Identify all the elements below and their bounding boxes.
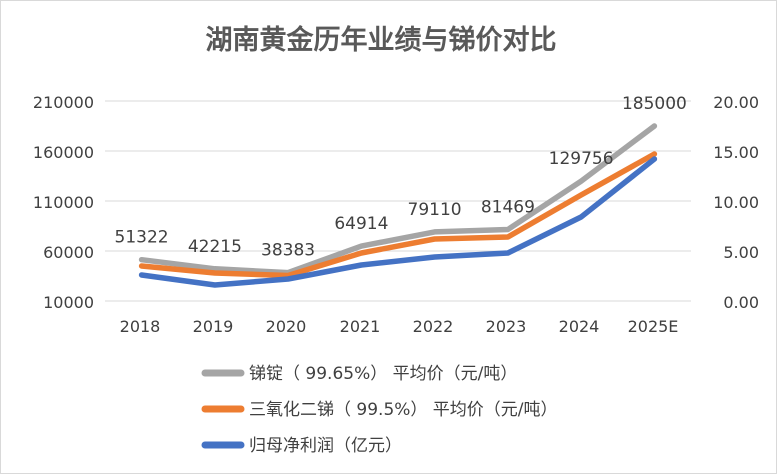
right-tick-label: 0.00 (723, 293, 759, 312)
data-label: 81469 (481, 198, 535, 218)
x-tick-label: 2018 (120, 317, 161, 336)
series-line-net-profit-line (142, 159, 655, 285)
left-tick-label: 110000 (33, 193, 94, 212)
left-axis: 210000 160000 110000 60000 10000 (33, 93, 94, 312)
legend-label: 锑锭（ 99.65%） 平均价（元/吨） (249, 364, 517, 384)
data-label: 64914 (334, 214, 388, 234)
x-tick-label: 2022 (413, 317, 454, 336)
right-axis: 20.00 15.00 10.00 5.00 0.00 (713, 93, 759, 312)
series-line-antimony-trioxide-line (142, 154, 655, 276)
data-label: 38383 (261, 241, 315, 261)
data-label: 51322 (115, 228, 169, 248)
x-tick-label: 2021 (340, 317, 381, 336)
x-tick-label: 2023 (486, 317, 527, 336)
legend-item-antimony-ingot: 锑锭（ 99.65%） 平均价（元/吨） (205, 364, 517, 384)
right-tick-label: 15.00 (713, 143, 759, 162)
legend-item-net-profit: 归母净利润（亿元） (205, 436, 402, 456)
right-tick-label: 5.00 (723, 243, 759, 262)
x-tick-label: 2025E (628, 317, 679, 336)
left-tick-label: 60000 (43, 243, 94, 262)
data-label: 185000 (622, 94, 687, 114)
right-tick-label: 20.00 (713, 93, 759, 112)
data-labels: 51322 42215 38383 64914 79110 81469 1297… (115, 94, 687, 261)
legend-item-antimony-trioxide: 三氧化二锑（ 99.5%） 平均价（元/吨） (205, 400, 558, 420)
data-label: 79110 (408, 200, 462, 220)
watermark-brand: 雪球 (608, 444, 642, 464)
x-axis: 2018 2019 2020 2021 2022 2023 2024 2025E (120, 317, 679, 336)
data-label: 129756 (549, 149, 614, 169)
data-label: 42215 (188, 237, 242, 257)
watermark: 雪球 win攒股 (581, 442, 714, 464)
x-tick-label: 2020 (266, 317, 307, 336)
left-tick-label: 160000 (33, 143, 94, 162)
watermark-user: win攒股 (651, 444, 714, 464)
snowball-logo-icon (581, 442, 603, 464)
x-tick-label: 2019 (193, 317, 234, 336)
left-tick-label: 210000 (33, 93, 94, 112)
legend: 锑锭（ 99.65%） 平均价（元/吨） 三氧化二锑（ 99.5%） 平均价（元… (205, 364, 558, 456)
x-tick-label: 2024 (559, 317, 600, 336)
chart-title: 湖南黄金历年业绩与锑价对比 (206, 24, 557, 56)
left-tick-label: 10000 (43, 293, 94, 312)
legend-label: 三氧化二锑（ 99.5%） 平均价（元/吨） (249, 400, 558, 420)
legend-label: 归母净利润（亿元） (249, 436, 402, 456)
right-tick-label: 10.00 (713, 193, 759, 212)
